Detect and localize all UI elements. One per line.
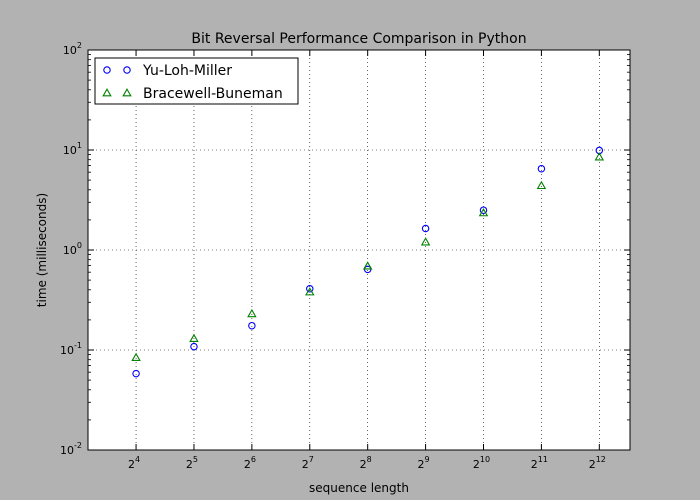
chart-title: Bit Reversal Performance Comparison in P… [191, 31, 526, 47]
data-point [478, 207, 489, 217]
data-point [190, 342, 198, 351]
x-axis-label: sequence length [309, 481, 409, 495]
data-point [131, 352, 141, 361]
data-point [479, 206, 488, 214]
data-point [420, 237, 431, 246]
x-tick-label: 28 [360, 455, 372, 471]
y-tick-label: 101 [63, 141, 82, 157]
data-point [305, 287, 315, 296]
x-tick-exponent: 11 [538, 455, 548, 464]
y-tick-label: 102 [63, 41, 82, 57]
legend-marker-yu-loh-miller [103, 66, 111, 74]
x-tick-base: 2 [360, 458, 367, 471]
y-tick-base: 10 [60, 344, 74, 357]
y-tick-label: 100 [63, 241, 82, 257]
x-tick-label: 25 [186, 455, 198, 471]
plot-area [88, 50, 630, 450]
y-tick-exponent: -2 [74, 441, 82, 450]
y-tick-base: 10 [63, 44, 77, 57]
y-tick-exponent: 2 [77, 41, 82, 50]
y-tick-exponent: 1 [77, 141, 82, 150]
y-tick-label: 10-2 [60, 441, 82, 457]
x-tick-exponent: 9 [425, 455, 430, 464]
x-tick-label: 210 [473, 455, 490, 471]
y-tick-base: 10 [63, 144, 77, 157]
data-point [421, 224, 430, 233]
x-tick-exponent: 7 [309, 455, 314, 464]
legend-marker-bracewell-buneman [102, 88, 112, 97]
x-tick-exponent: 10 [480, 455, 490, 464]
series-yu-loh-miller [132, 146, 604, 378]
series-bracewell-buneman [131, 152, 605, 361]
legend-markers [102, 66, 132, 97]
x-tick-base: 2 [186, 458, 193, 471]
data-point [132, 369, 140, 378]
legend-marker-bracewell-buneman [122, 88, 132, 97]
x-tick-exponent: 5 [193, 455, 198, 464]
x-tick-exponent: 4 [135, 455, 140, 464]
data-point [362, 261, 373, 270]
x-tick-label: 27 [302, 455, 314, 471]
x-tick-base: 2 [589, 458, 596, 471]
x-tick-exponent: 6 [251, 455, 256, 464]
x-tick-exponent: 12 [596, 455, 606, 464]
x-tick-exponent: 8 [367, 455, 372, 464]
data-point [189, 333, 199, 343]
x-tick-label: 212 [589, 455, 606, 471]
data-point [247, 308, 257, 318]
x-tick-label: 211 [531, 455, 548, 471]
x-tick-base: 2 [244, 458, 251, 471]
x-tick-label: 26 [244, 455, 256, 471]
legend-marker-yu-loh-miller [123, 66, 131, 74]
data-points [131, 146, 605, 378]
grid-lines [88, 50, 630, 450]
legend: Yu-Loh-Miller Bracewell-Buneman [94, 57, 299, 105]
x-tick-label: 29 [418, 455, 430, 471]
legend-label-yu-loh-miller: Yu-Loh-Miller [142, 63, 232, 79]
data-point [306, 284, 314, 293]
data-point [537, 164, 546, 173]
y-tick-base: 10 [63, 244, 77, 257]
y-axis-label: time (milliseconds) [35, 193, 49, 307]
x-tick-label: 24 [128, 455, 140, 471]
legend-label-bracewell-buneman: Bracewell-Buneman [143, 86, 283, 102]
x-tick-base: 2 [302, 458, 309, 471]
data-point [248, 321, 256, 330]
data-point [536, 180, 547, 190]
y-tick-exponent: 0 [77, 241, 82, 250]
x-tick-base: 2 [531, 458, 538, 471]
x-tick-base: 2 [418, 458, 425, 471]
y-tick-base: 10 [60, 444, 74, 457]
y-tick-exponent: -1 [74, 341, 82, 350]
y-tick-label: 10-1 [60, 341, 82, 357]
data-point [594, 152, 605, 161]
x-tick-base: 2 [128, 458, 135, 471]
x-tick-base: 2 [473, 458, 480, 471]
plot-frame [87, 49, 631, 451]
